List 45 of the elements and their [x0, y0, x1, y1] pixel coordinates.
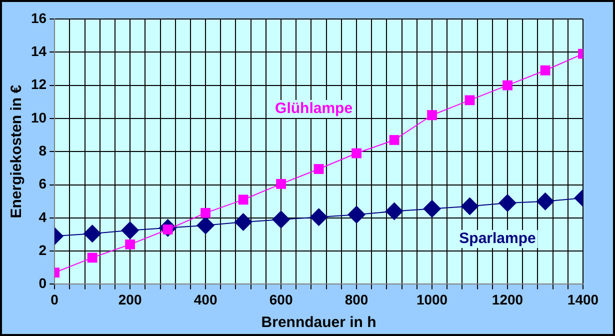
point: [536, 192, 554, 210]
y-tick-label: 6: [38, 176, 47, 192]
series-label: Sparlampe: [459, 230, 536, 248]
point: [238, 194, 248, 205]
point: [423, 200, 442, 218]
point: [200, 208, 210, 218]
y-tick-label: 14: [30, 43, 47, 60]
y-tick-label: 10: [30, 109, 47, 126]
point: [460, 197, 479, 216]
x-tick-label: 0: [50, 291, 59, 308]
x-tick-label: 1200: [492, 291, 524, 308]
point: [87, 252, 98, 263]
point: [464, 95, 475, 106]
point: [310, 208, 328, 226]
point: [348, 206, 366, 224]
point: [427, 110, 437, 120]
y-tick-label: 2: [38, 242, 47, 258]
point: [276, 178, 286, 189]
x-tick-label: 1000: [416, 291, 448, 308]
point: [385, 202, 404, 220]
x-tick-label: 400: [194, 291, 218, 308]
x-tick-label: 800: [344, 291, 368, 308]
y-tick-label: 16: [30, 10, 47, 26]
point: [540, 65, 550, 76]
point: [83, 224, 102, 243]
point: [196, 216, 215, 234]
y-tick-label: 12: [30, 76, 47, 92]
x-tick-label: 1400: [567, 291, 599, 308]
x-tick-label: 600: [269, 291, 293, 308]
y-axis-title: Energiekosten in €: [8, 84, 26, 218]
x-tick-label: 200: [118, 291, 142, 308]
y-tick-label: 4: [38, 208, 47, 225]
y-tick-label: 0: [38, 275, 47, 292]
point: [352, 148, 362, 158]
point: [498, 194, 517, 212]
point: [389, 135, 400, 145]
point: [314, 164, 324, 174]
text: Glühlampe: [275, 100, 353, 118]
y-tick-label: 8: [38, 142, 47, 158]
point: [125, 239, 136, 250]
point: [121, 221, 140, 240]
point: [502, 80, 512, 90]
point: [272, 210, 290, 229]
x-axis-title: Brenndauer in h: [261, 314, 376, 332]
point: [234, 213, 252, 232]
